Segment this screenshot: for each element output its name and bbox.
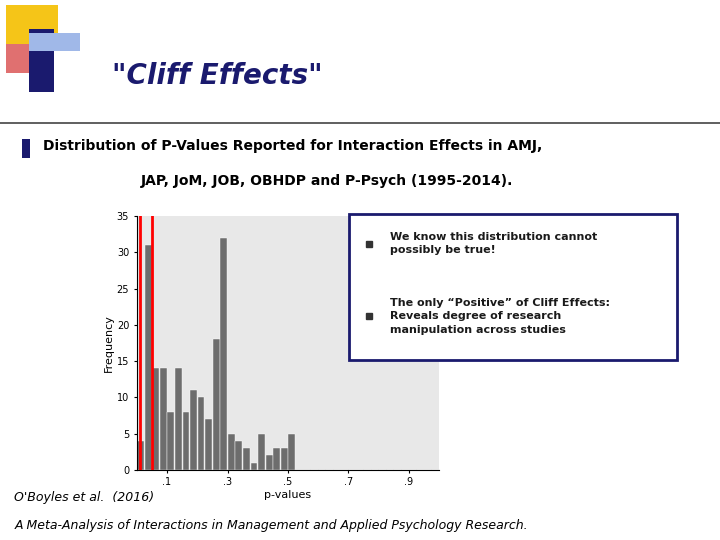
Bar <box>138 441 144 470</box>
Bar <box>274 448 280 470</box>
Bar <box>243 448 250 470</box>
Bar <box>153 368 159 470</box>
Text: "Cliff Effects": "Cliff Effects" <box>112 62 323 90</box>
Bar <box>175 368 181 470</box>
Bar <box>213 339 220 470</box>
FancyBboxPatch shape <box>29 33 81 51</box>
Text: A Meta-Analysis of Interactions in Management and Applied Psychology Research.: A Meta-Analysis of Interactions in Manag… <box>14 518 528 532</box>
Text: Distribution of P-Values Reported for Interaction Effects in AMJ,: Distribution of P-Values Reported for In… <box>43 139 542 153</box>
FancyBboxPatch shape <box>6 29 32 73</box>
FancyBboxPatch shape <box>29 29 55 92</box>
Text: The only “Positive” of Cliff Effects:
Reveals degree of research
manipulation ac: The only “Positive” of Cliff Effects: Re… <box>390 298 610 335</box>
Bar <box>205 419 212 470</box>
Bar <box>289 434 295 470</box>
Bar <box>228 434 235 470</box>
FancyBboxPatch shape <box>349 214 678 360</box>
Bar <box>251 463 257 470</box>
Bar <box>160 368 166 470</box>
X-axis label: p-values: p-values <box>264 490 312 500</box>
FancyBboxPatch shape <box>22 139 30 158</box>
Y-axis label: Frequency: Frequency <box>104 314 114 372</box>
Bar <box>183 412 189 470</box>
Bar <box>235 441 242 470</box>
FancyBboxPatch shape <box>6 5 58 44</box>
Bar <box>198 397 204 470</box>
Bar <box>190 390 197 470</box>
Bar <box>145 245 151 470</box>
Text: We know this distribution cannot
possibly be true!: We know this distribution cannot possibl… <box>390 232 597 255</box>
Bar <box>258 434 265 470</box>
Bar <box>266 455 272 470</box>
Bar <box>168 412 174 470</box>
Text: O'Boyles et al.  (2016): O'Boyles et al. (2016) <box>14 491 155 504</box>
Bar <box>220 238 227 470</box>
Bar <box>281 448 287 470</box>
Text: JAP, JoM, JOB, OBHDP and P-Psych (1995-2014).: JAP, JoM, JOB, OBHDP and P-Psych (1995-2… <box>140 174 513 188</box>
